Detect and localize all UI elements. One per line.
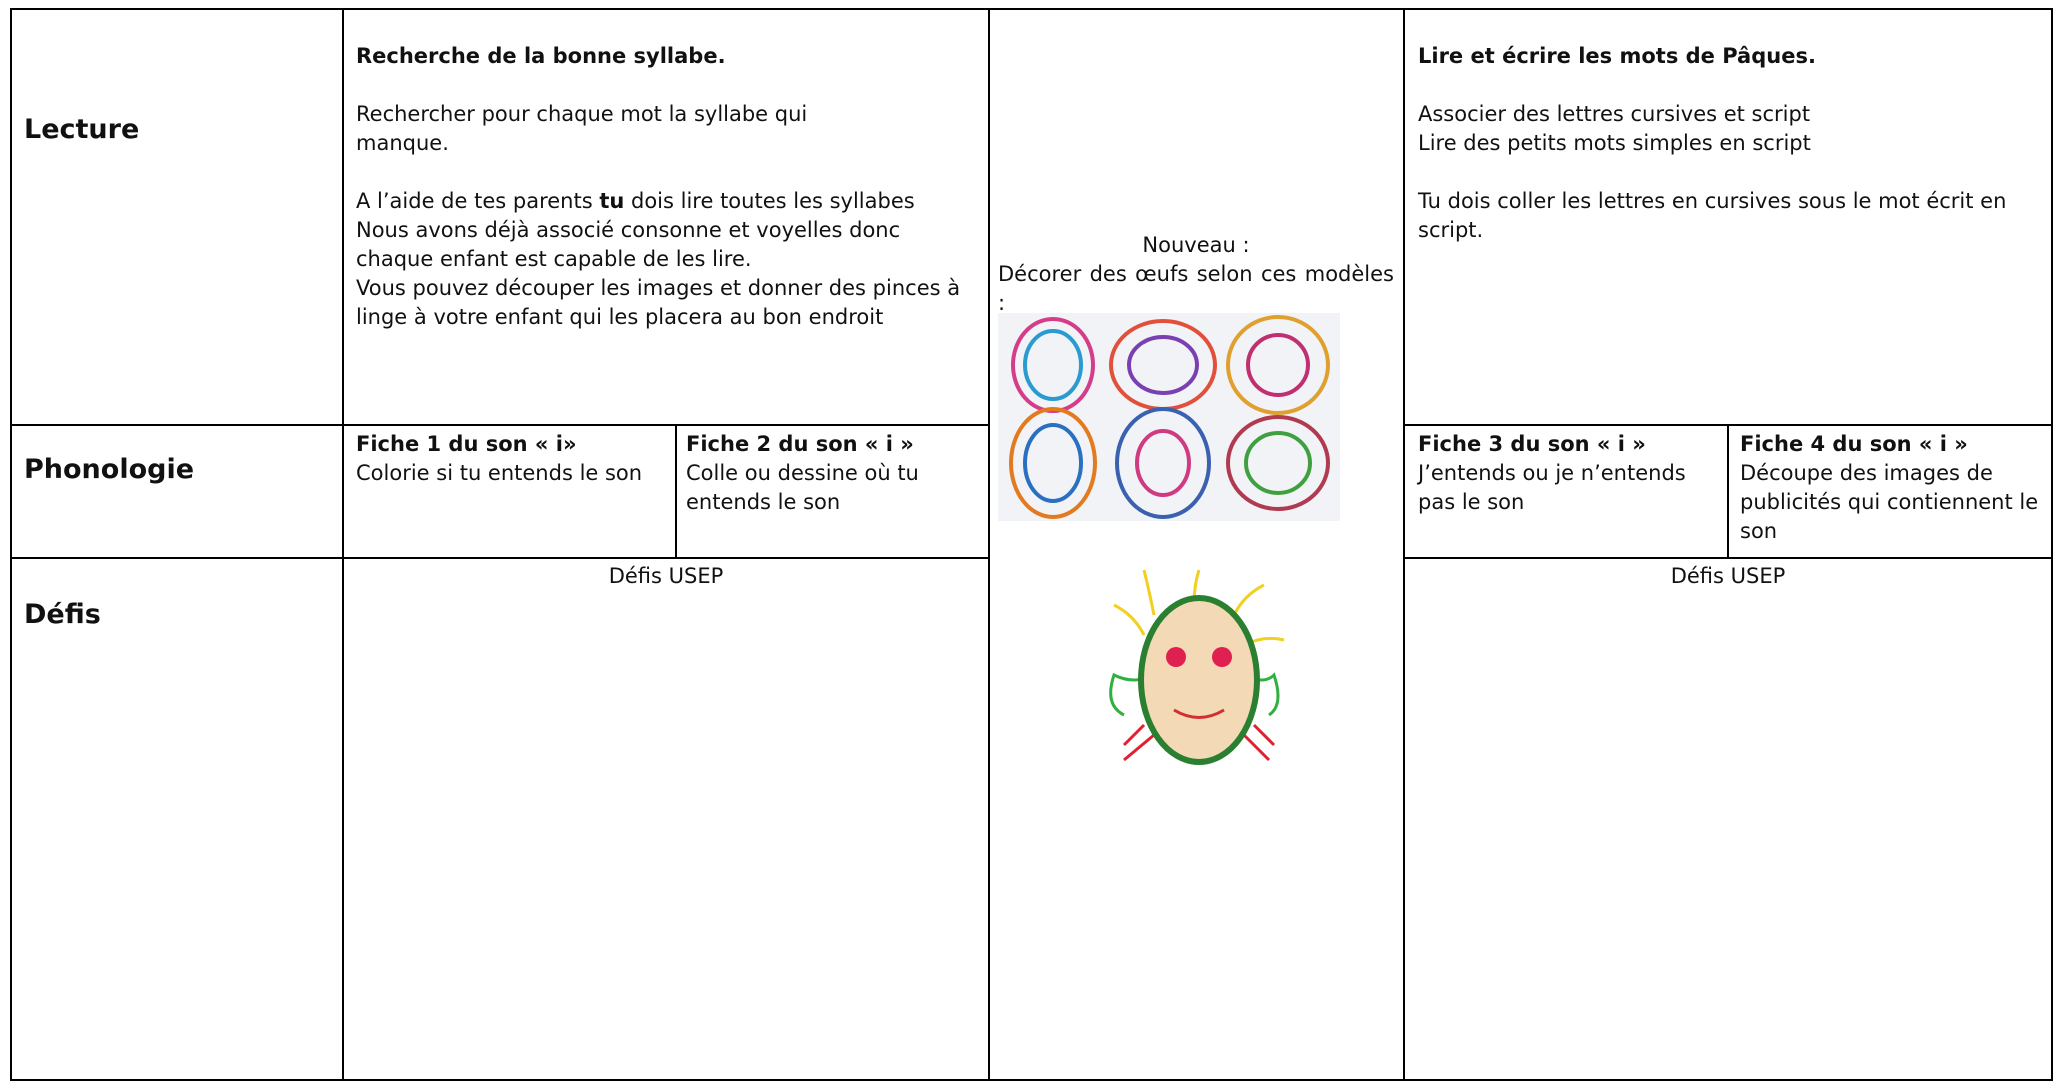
text: Décorer des œufs selon ces modèles : xyxy=(998,262,1394,315)
border xyxy=(10,1079,2053,1081)
title: Lire et écrire les mots de Pâques. xyxy=(1418,44,1816,68)
border xyxy=(10,557,990,559)
fiche-title: Fiche 3 du son « i » xyxy=(1418,432,1646,456)
title: Recherche de la bonne syllabe. xyxy=(356,44,726,68)
fiche-title: Fiche 4 du son « i » xyxy=(1740,432,1968,456)
text: dois lire toutes les syllabes xyxy=(624,189,915,213)
heading: Nouveau : xyxy=(1142,233,1250,257)
fiche: Fiche 2 du son « i » Colle ou dessine où… xyxy=(686,430,982,517)
row-label: Phonologie xyxy=(24,454,195,485)
defis-right: Défis USEP xyxy=(1670,564,1786,588)
fiche-text: J’entends ou je n’entends pas le son xyxy=(1418,461,1686,514)
border xyxy=(675,424,677,559)
text: Nous avons déjà associé consonne et voye… xyxy=(356,218,901,271)
text: Rechercher pour chaque mot la syllabe qu… xyxy=(356,102,808,155)
fiche-text: Colle ou dessine où tu entends le son xyxy=(686,461,919,514)
fiche: Fiche 3 du son « i » J’entends ou je n’e… xyxy=(1418,430,1718,517)
text: Tu dois coller les lettres en cursives s… xyxy=(1418,189,2007,242)
text: Vous pouvez découper les images et donne… xyxy=(356,276,961,329)
text: tu xyxy=(599,189,625,213)
fiche-text: Découpe des images de publicités qui con… xyxy=(1740,461,2039,543)
middle-text: Nouveau : Décorer des œufs selon ces mod… xyxy=(998,231,1394,318)
fiche-title: Fiche 1 du son « i» xyxy=(356,432,577,456)
border xyxy=(10,8,2053,10)
row-label: Lecture xyxy=(24,114,140,145)
border xyxy=(988,8,990,1081)
text: Associer des lettres cursives et script xyxy=(1418,102,1811,126)
text: A l’aide de tes parents xyxy=(356,189,600,213)
border xyxy=(1403,8,1405,1081)
defis-left: Défis USEP xyxy=(608,564,724,588)
border xyxy=(2051,8,2053,1081)
border xyxy=(10,424,990,426)
eggs-image xyxy=(998,313,1340,521)
fiche: Fiche 4 du son « i » Découpe des images … xyxy=(1740,430,2045,546)
fiche-text: Colorie si tu entends le son xyxy=(356,461,643,485)
fiche: Fiche 1 du son « i» Colorie si tu entend… xyxy=(356,430,666,488)
lecture-right: Lire et écrire les mots de Pâques. Assoc… xyxy=(1418,42,2038,245)
border xyxy=(10,8,12,1081)
border xyxy=(1727,424,1729,559)
row-label: Défis xyxy=(24,599,101,630)
lecture-left: Recherche de la bonne syllabe. Recherche… xyxy=(356,42,976,332)
text: A l’aide de tes parents tu dois lire tou… xyxy=(356,187,916,216)
fiche-title: Fiche 2 du son « i » xyxy=(686,432,914,456)
text: Lire des petits mots simples en script xyxy=(1418,131,1811,155)
border xyxy=(342,8,344,1081)
egg-monster-image xyxy=(1109,569,1285,765)
